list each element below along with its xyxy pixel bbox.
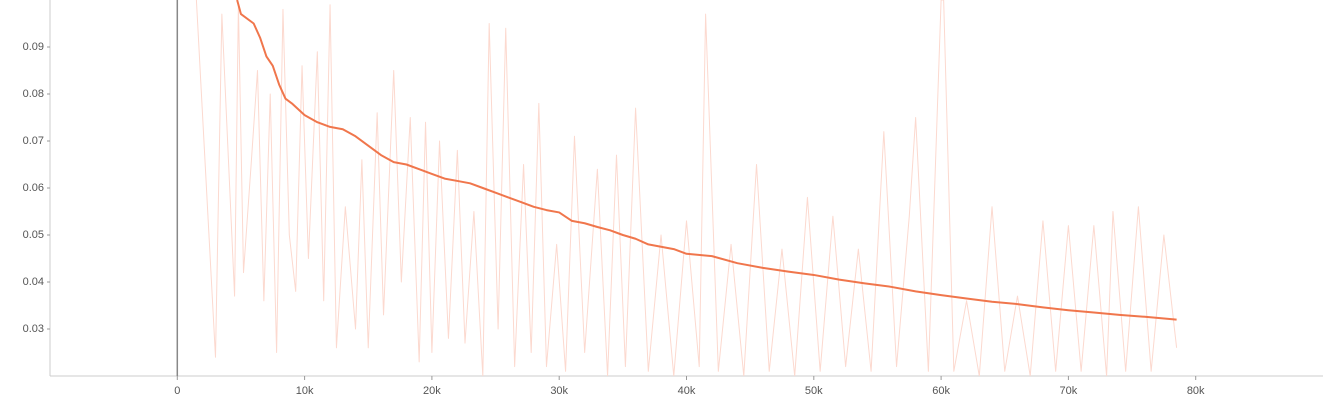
x-tick-label: 0 — [174, 385, 180, 397]
x-tick-label: 80k — [1187, 385, 1205, 397]
series-line — [195, 0, 1178, 376]
y-tick-label: 0.03 — [23, 323, 44, 335]
y-tick-label: 0.08 — [23, 88, 44, 100]
y-tick-label: 0.06 — [23, 182, 44, 194]
x-tick-label: 20k — [423, 385, 441, 397]
y-tick-label: 0.07 — [23, 135, 44, 147]
plot-area — [195, 0, 1178, 376]
x-tick-label: 30k — [550, 385, 568, 397]
x-tick-label: 50k — [805, 385, 823, 397]
y-tick-label: 0.05 — [23, 229, 44, 241]
x-tick-label: 70k — [1060, 385, 1078, 397]
x-tick-label: 40k — [678, 385, 696, 397]
series-line — [236, 0, 1177, 321]
x-tick-label: 60k — [932, 385, 950, 397]
x-tick-label: 10k — [296, 385, 314, 397]
y-tick-label: 0.09 — [23, 41, 44, 53]
y-tick-label: 0.04 — [23, 276, 44, 288]
